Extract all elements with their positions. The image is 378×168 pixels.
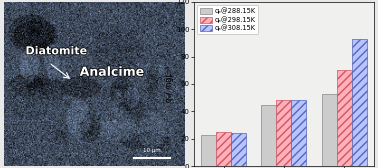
Bar — [216, 132, 231, 166]
Bar — [261, 104, 276, 166]
Bar — [201, 135, 216, 166]
Text: 10 μm: 10 μm — [143, 148, 161, 153]
Bar — [352, 39, 367, 166]
Bar — [231, 133, 246, 166]
Bar — [336, 70, 352, 166]
Text: Analcime: Analcime — [80, 66, 144, 79]
Y-axis label: qₑ/ mgL⁻¹: qₑ/ mgL⁻¹ — [166, 66, 175, 102]
Legend: qₑ@288.15K, qₑ@298.15K, qₑ@308.15K: qₑ@288.15K, qₑ@298.15K, qₑ@308.15K — [197, 5, 258, 34]
Bar — [291, 100, 307, 166]
Bar — [276, 100, 291, 166]
Text: Diatomite: Diatomite — [25, 46, 87, 56]
Bar — [322, 94, 336, 166]
